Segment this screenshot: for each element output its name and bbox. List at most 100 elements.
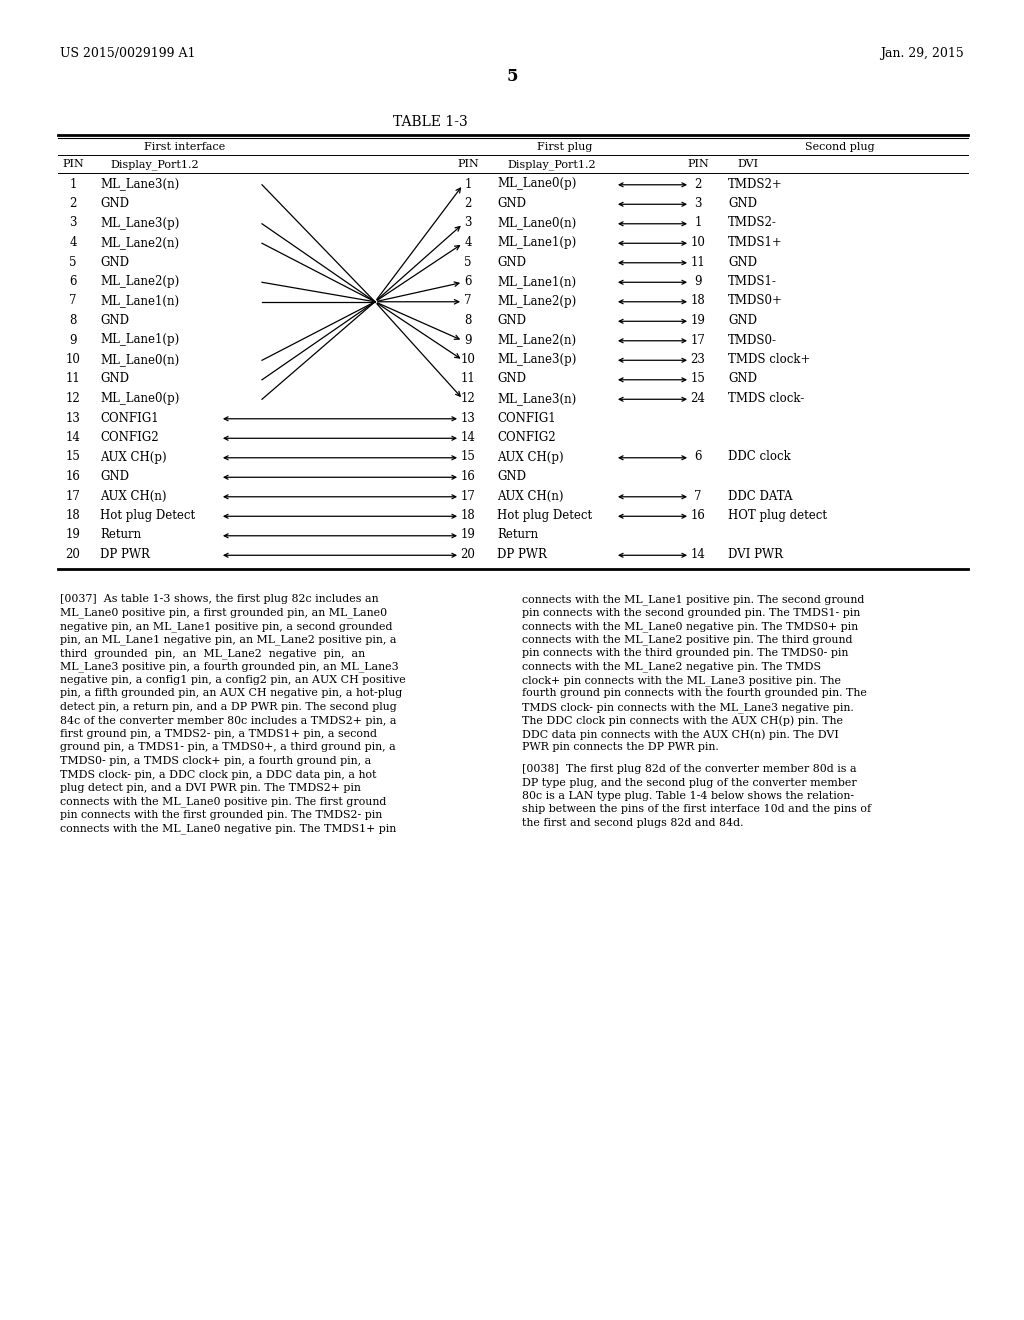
Text: 13: 13 xyxy=(66,412,81,425)
Text: Jan. 29, 2015: Jan. 29, 2015 xyxy=(881,48,964,59)
Text: ML_Lane3(p): ML_Lane3(p) xyxy=(100,216,179,230)
Text: 3: 3 xyxy=(70,216,77,230)
Text: 19: 19 xyxy=(461,528,475,541)
Text: First plug: First plug xyxy=(538,143,593,152)
Text: ML_Lane3(p): ML_Lane3(p) xyxy=(497,352,577,366)
Text: ML_Lane0(p): ML_Lane0(p) xyxy=(497,177,577,190)
Text: ML_Lane1(p): ML_Lane1(p) xyxy=(100,334,179,346)
Text: 1: 1 xyxy=(464,177,472,190)
Text: Hot plug Detect: Hot plug Detect xyxy=(100,510,196,521)
Text: 20: 20 xyxy=(461,548,475,561)
Text: pin, a fifth grounded pin, an AUX CH negative pin, a hot-plug: pin, a fifth grounded pin, an AUX CH neg… xyxy=(60,689,402,698)
Text: CONFIG2: CONFIG2 xyxy=(497,432,556,444)
Text: ML_Lane2(n): ML_Lane2(n) xyxy=(497,334,577,346)
Text: 16: 16 xyxy=(690,510,706,521)
Text: 11: 11 xyxy=(66,372,80,385)
Text: 20: 20 xyxy=(66,548,81,561)
Text: [0038]  The first plug 82d of the converter member 80d is a: [0038] The first plug 82d of the convert… xyxy=(522,764,857,774)
Text: 10: 10 xyxy=(66,352,81,366)
Text: PWR pin connects the DP PWR pin.: PWR pin connects the DP PWR pin. xyxy=(522,742,719,752)
Text: pin connects with the second grounded pin. The TMDS1- pin: pin connects with the second grounded pi… xyxy=(522,607,860,618)
Text: PIN: PIN xyxy=(62,158,84,169)
Text: DP type plug, and the second plug of the converter member: DP type plug, and the second plug of the… xyxy=(522,777,857,788)
Text: GND: GND xyxy=(497,470,526,483)
Text: 84c of the converter member 80c includes a TMDS2+ pin, a: 84c of the converter member 80c includes… xyxy=(60,715,396,726)
Text: US 2015/0029199 A1: US 2015/0029199 A1 xyxy=(60,48,196,59)
Text: ML_Lane3 positive pin, a fourth grounded pin, an ML_Lane3: ML_Lane3 positive pin, a fourth grounded… xyxy=(60,661,398,672)
Text: 1: 1 xyxy=(694,216,701,230)
Text: third  grounded  pin,  an  ML_Lane2  negative  pin,  an: third grounded pin, an ML_Lane2 negative… xyxy=(60,648,366,659)
Text: DDC DATA: DDC DATA xyxy=(728,490,793,503)
Text: HOT plug detect: HOT plug detect xyxy=(728,510,827,521)
Text: TMDS clock- pin connects with the ML_Lane3 negative pin.: TMDS clock- pin connects with the ML_Lan… xyxy=(522,702,854,713)
Text: Hot plug Detect: Hot plug Detect xyxy=(497,510,592,521)
Text: connects with the ML_Lane0 positive pin. The first ground: connects with the ML_Lane0 positive pin.… xyxy=(60,796,386,808)
Text: the first and second plugs 82d and 84d.: the first and second plugs 82d and 84d. xyxy=(522,818,743,828)
Text: TMDS clock-: TMDS clock- xyxy=(728,392,804,405)
Text: AUX CH(n): AUX CH(n) xyxy=(497,490,563,503)
Text: negative pin, an ML_Lane1 positive pin, a second grounded: negative pin, an ML_Lane1 positive pin, … xyxy=(60,620,392,632)
Text: 24: 24 xyxy=(690,392,706,405)
Text: PIN: PIN xyxy=(457,158,479,169)
Text: 5: 5 xyxy=(464,256,472,268)
Text: 19: 19 xyxy=(66,528,81,541)
Text: GND: GND xyxy=(497,256,526,268)
Text: 10: 10 xyxy=(690,236,706,249)
Text: CONFIG1: CONFIG1 xyxy=(100,412,159,425)
Text: Second plug: Second plug xyxy=(805,143,874,152)
Text: GND: GND xyxy=(728,372,757,385)
Text: 5: 5 xyxy=(70,256,77,268)
Text: negative pin, a config1 pin, a config2 pin, an AUX CH positive: negative pin, a config1 pin, a config2 p… xyxy=(60,675,406,685)
Text: 6: 6 xyxy=(694,450,701,463)
Text: ML_Lane0(n): ML_Lane0(n) xyxy=(100,352,179,366)
Text: GND: GND xyxy=(100,256,129,268)
Text: TMDS clock+: TMDS clock+ xyxy=(728,352,810,366)
Text: 18: 18 xyxy=(66,510,80,521)
Text: ML_Lane0(n): ML_Lane0(n) xyxy=(497,216,577,230)
Text: 7: 7 xyxy=(70,294,77,308)
Text: GND: GND xyxy=(497,314,526,327)
Text: DVI PWR: DVI PWR xyxy=(728,548,783,561)
Text: connects with the ML_Lane0 negative pin. The TMDS1+ pin: connects with the ML_Lane0 negative pin.… xyxy=(60,824,396,834)
Text: 2: 2 xyxy=(464,197,472,210)
Text: GND: GND xyxy=(728,256,757,268)
Text: 12: 12 xyxy=(66,392,80,405)
Text: 15: 15 xyxy=(66,450,81,463)
Text: pin connects with the third grounded pin. The TMDS0- pin: pin connects with the third grounded pin… xyxy=(522,648,848,657)
Text: 19: 19 xyxy=(690,314,706,327)
Text: plug detect pin, and a DVI PWR pin. The TMDS2+ pin: plug detect pin, and a DVI PWR pin. The … xyxy=(60,783,360,793)
Text: 9: 9 xyxy=(464,334,472,346)
Text: TMDS0+: TMDS0+ xyxy=(728,294,783,308)
Text: pin connects with the first grounded pin. The TMDS2- pin: pin connects with the first grounded pin… xyxy=(60,810,382,820)
Text: AUX CH(p): AUX CH(p) xyxy=(100,450,167,463)
Text: 4: 4 xyxy=(464,236,472,249)
Text: TMDS2+: TMDS2+ xyxy=(728,177,782,190)
Text: Display_Port1.2: Display_Port1.2 xyxy=(111,158,200,170)
Text: clock+ pin connects with the ML_Lane3 positive pin. The: clock+ pin connects with the ML_Lane3 po… xyxy=(522,675,841,685)
Text: 3: 3 xyxy=(694,197,701,210)
Text: 3: 3 xyxy=(464,216,472,230)
Text: 13: 13 xyxy=(461,412,475,425)
Text: 6: 6 xyxy=(464,275,472,288)
Text: ground pin, a TMDS1- pin, a TMDS0+, a third ground pin, a: ground pin, a TMDS1- pin, a TMDS0+, a th… xyxy=(60,742,395,752)
Text: GND: GND xyxy=(100,197,129,210)
Text: ML_Lane1(p): ML_Lane1(p) xyxy=(497,236,577,249)
Text: fourth ground pin connects with the fourth grounded pin. The: fourth ground pin connects with the four… xyxy=(522,689,867,698)
Text: TMDS1-: TMDS1- xyxy=(728,275,777,288)
Text: 16: 16 xyxy=(66,470,81,483)
Text: 6: 6 xyxy=(70,275,77,288)
Text: 7: 7 xyxy=(694,490,701,503)
Text: ML_Lane2(n): ML_Lane2(n) xyxy=(100,236,179,249)
Text: 11: 11 xyxy=(690,256,706,268)
Text: AUX CH(n): AUX CH(n) xyxy=(100,490,167,503)
Text: 11: 11 xyxy=(461,372,475,385)
Text: detect pin, a return pin, and a DP PWR pin. The second plug: detect pin, a return pin, and a DP PWR p… xyxy=(60,702,396,711)
Text: TMDS0-: TMDS0- xyxy=(728,334,777,346)
Text: 1: 1 xyxy=(70,177,77,190)
Text: DVI: DVI xyxy=(737,158,759,169)
Text: DDC clock: DDC clock xyxy=(728,450,791,463)
Text: 9: 9 xyxy=(70,334,77,346)
Text: ML_Lane1(n): ML_Lane1(n) xyxy=(100,294,179,308)
Text: First interface: First interface xyxy=(144,143,225,152)
Text: 2: 2 xyxy=(70,197,77,210)
